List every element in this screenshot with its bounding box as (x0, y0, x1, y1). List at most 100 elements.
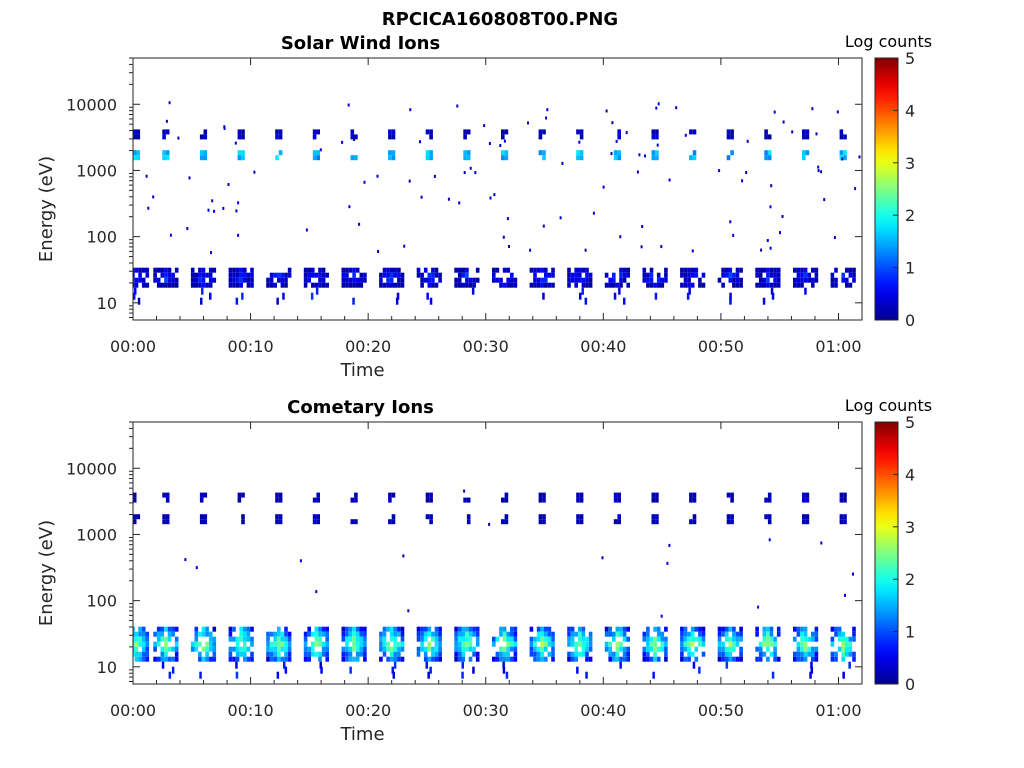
data-cell (211, 199, 214, 203)
data-cell (690, 631, 695, 637)
data-cell (588, 641, 593, 647)
data-cell (542, 497, 546, 503)
data-cell (739, 277, 743, 283)
data-cell (433, 174, 436, 178)
data-cell (393, 646, 398, 652)
data-cell (164, 656, 168, 662)
data-cell (683, 641, 688, 647)
data-cell (769, 651, 774, 657)
data-cell (388, 129, 392, 135)
data-cell (133, 150, 137, 156)
data-cell (796, 282, 801, 288)
data-cell (303, 636, 308, 642)
data-cell (830, 282, 835, 288)
data-cell (228, 282, 233, 288)
data-cell (739, 626, 743, 632)
data-cell (208, 631, 213, 637)
data-cell (755, 267, 759, 273)
data-cell (615, 282, 620, 288)
data-cell (814, 631, 819, 637)
axes-frame (132, 57, 863, 321)
data-cell (386, 272, 390, 278)
data-cell (692, 497, 697, 503)
data-cell (724, 267, 729, 273)
data-cell (307, 646, 311, 652)
data-cell (457, 277, 462, 283)
data-cell (400, 636, 405, 642)
data-cell (576, 492, 580, 498)
data-cell (407, 609, 410, 613)
data-cell (190, 277, 195, 283)
data-cell (311, 641, 315, 647)
data-cell (212, 626, 217, 632)
data-cell (536, 626, 541, 632)
data-cell (646, 631, 650, 637)
data-cell (499, 277, 503, 283)
data-cell (690, 282, 695, 288)
data-cell (174, 267, 179, 273)
data-cell (817, 165, 820, 169)
data-cell (739, 636, 743, 642)
data-cell (726, 492, 731, 498)
data-cell (454, 656, 458, 662)
data-cell (626, 282, 630, 288)
colorbar-tick-label: 1 (905, 259, 915, 278)
data-cell (253, 170, 256, 174)
data-cell (167, 631, 172, 637)
data-cell (307, 272, 311, 278)
data-cell (311, 646, 315, 652)
data-cell (228, 631, 233, 637)
data-cell (133, 272, 135, 278)
data-cell (542, 150, 546, 156)
data-cell (735, 631, 740, 637)
data-cell (160, 272, 165, 278)
y-tick-label: 1000 (76, 161, 117, 180)
data-cell (266, 646, 270, 652)
data-cell (345, 272, 349, 278)
data-cell (454, 282, 458, 288)
data-cell (425, 492, 430, 498)
data-cell (141, 267, 146, 273)
data-cell (472, 626, 476, 632)
data-cell (533, 646, 537, 652)
data-cell (389, 636, 394, 642)
data-cell (807, 636, 811, 642)
data-cell (529, 267, 534, 273)
data-cell (138, 656, 142, 662)
data-cell (585, 671, 588, 679)
data-cell (540, 636, 544, 642)
data-cell (841, 157, 844, 161)
data-cell (174, 641, 179, 647)
data-cell (807, 277, 811, 283)
data-cell (796, 656, 801, 662)
data-cell (513, 282, 518, 288)
colorbar-tick-label: 2 (905, 206, 915, 225)
data-cell (495, 277, 500, 283)
data-cell (162, 150, 166, 156)
data-cell (438, 272, 442, 278)
data-cell (579, 134, 584, 140)
data-cell (796, 641, 801, 647)
data-cell (655, 150, 659, 156)
data-cell (461, 671, 464, 679)
data-cell (843, 497, 847, 503)
data-cell (463, 497, 467, 503)
data-cell (800, 267, 804, 273)
data-cell (504, 129, 509, 135)
data-cell (223, 125, 226, 129)
data-cell (277, 631, 281, 637)
data-cell (766, 646, 770, 652)
data-cell (608, 656, 612, 662)
data-cell (318, 277, 322, 283)
data-cell (578, 277, 582, 283)
data-cell (802, 497, 806, 503)
data-cell (834, 282, 838, 288)
data-cell (488, 142, 491, 145)
data-cell (314, 641, 319, 647)
data-cell (352, 631, 356, 637)
data-cell (246, 272, 251, 278)
data-cell (397, 272, 401, 278)
data-cell (420, 282, 424, 288)
data-cell (228, 277, 233, 283)
data-cell (246, 646, 251, 652)
